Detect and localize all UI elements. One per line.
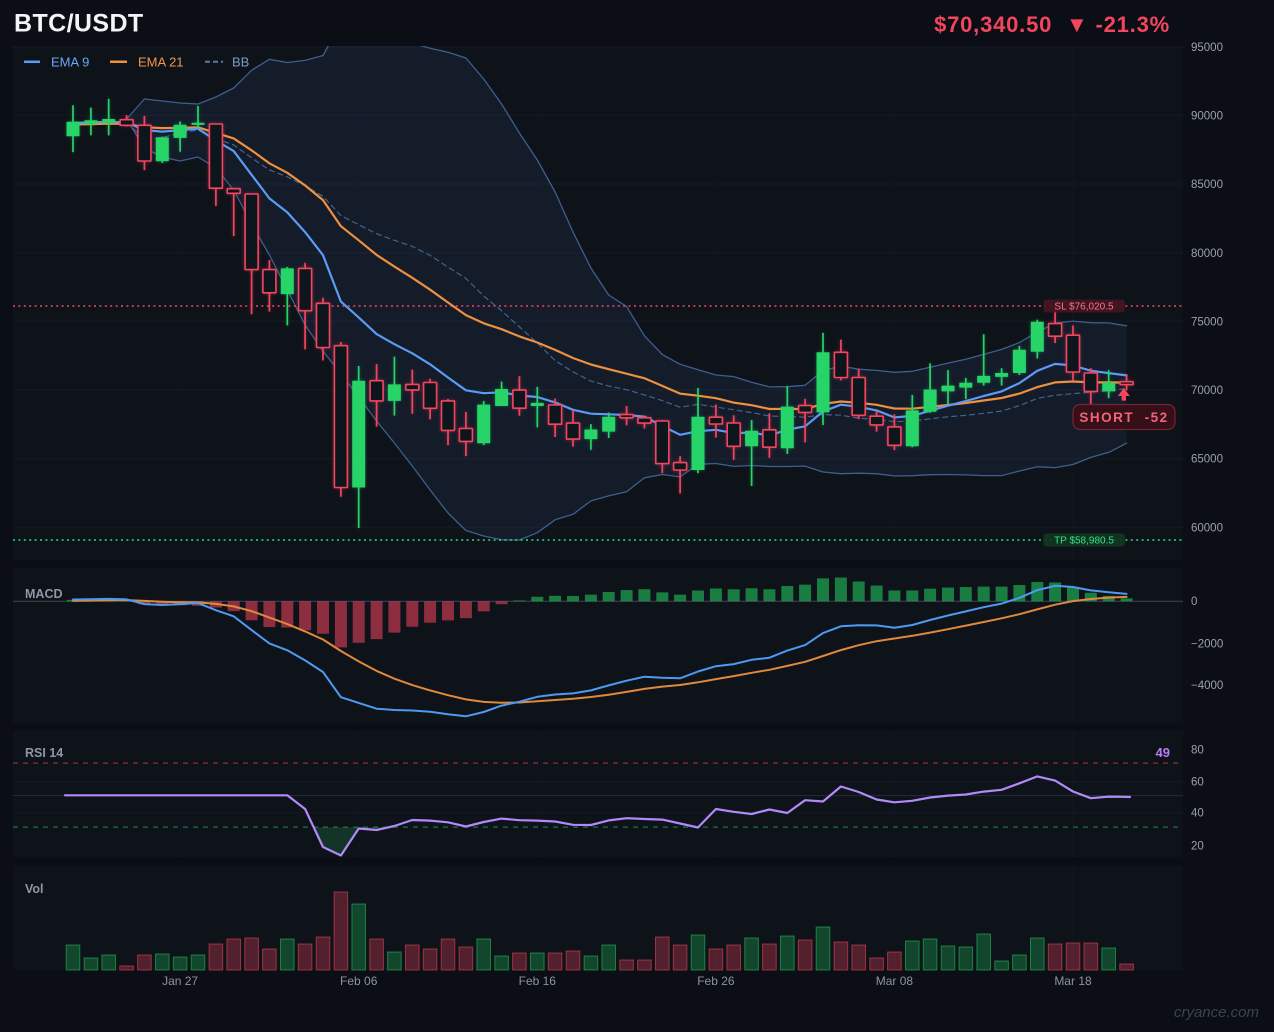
svg-text:SL $76,020.5: SL $76,020.5 — [1054, 302, 1114, 313]
svg-text:80: 80 — [1191, 745, 1204, 757]
svg-text:−4000: −4000 — [1191, 680, 1223, 692]
svg-text:EMA 21: EMA 21 — [138, 55, 184, 70]
svg-text:SHORT -52: SHORT -52 — [1079, 410, 1168, 425]
svg-text:TP $58,980.5: TP $58,980.5 — [1054, 536, 1114, 547]
svg-text:MACD: MACD — [25, 587, 63, 601]
svg-text:$70,340.50 ▼ -21.3%: $70,340.50 ▼ -21.3% — [934, 12, 1170, 37]
svg-text:95000: 95000 — [1191, 42, 1223, 54]
svg-text:65000: 65000 — [1191, 454, 1223, 466]
svg-text:Mar 08: Mar 08 — [876, 974, 914, 988]
svg-text:40: 40 — [1191, 808, 1204, 820]
svg-text:0: 0 — [1191, 596, 1197, 608]
svg-text:Vol: Vol — [25, 882, 44, 896]
svg-text:Feb 26: Feb 26 — [697, 974, 735, 988]
svg-text:BTC/USDT: BTC/USDT — [14, 10, 144, 38]
svg-text:49: 49 — [1156, 745, 1170, 760]
svg-text:Mar 18: Mar 18 — [1054, 974, 1092, 988]
svg-text:90000: 90000 — [1191, 110, 1223, 122]
svg-text:RSI 14: RSI 14 — [25, 746, 63, 760]
svg-text:60000: 60000 — [1191, 522, 1223, 534]
svg-text:−2000: −2000 — [1191, 639, 1223, 651]
svg-text:EMA 9: EMA 9 — [51, 55, 89, 70]
svg-text:80000: 80000 — [1191, 248, 1223, 260]
svg-text:75000: 75000 — [1191, 316, 1223, 328]
svg-text:20: 20 — [1191, 841, 1204, 853]
svg-text:BB: BB — [232, 55, 249, 70]
svg-text:Jan 27: Jan 27 — [162, 974, 198, 988]
svg-text:Feb 06: Feb 06 — [340, 974, 378, 988]
svg-text:60: 60 — [1191, 777, 1204, 789]
svg-text:cryance.com: cryance.com — [1174, 1004, 1259, 1021]
svg-text:70000: 70000 — [1191, 385, 1223, 397]
svg-text:85000: 85000 — [1191, 179, 1223, 191]
svg-text:Feb 16: Feb 16 — [519, 974, 557, 988]
